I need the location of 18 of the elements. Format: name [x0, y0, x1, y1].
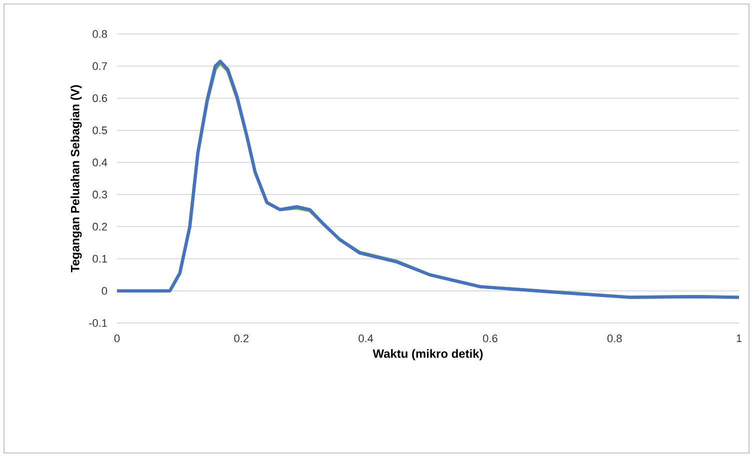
y-tick-label: 0.8: [92, 30, 108, 38]
y-tick-label: 0.5: [92, 126, 108, 134]
y-tick-label: 0.2: [92, 222, 107, 231]
y-axis-title: Tegangan Peluahan Sebagian (V): [70, 85, 82, 272]
y-tick-label: 0.4: [92, 158, 108, 166]
y-tick-label: 0.3: [92, 190, 108, 198]
x-tick-label: 0: [114, 334, 120, 342]
y-tick-label: 0.7: [92, 62, 107, 70]
x-tick-label: 0.2: [234, 334, 248, 342]
y-tick-label: 0.1: [92, 254, 107, 263]
x-tick-label: 1: [736, 334, 742, 342]
y-tick-label: 0.6: [92, 94, 108, 102]
x-tick-label: 0.6: [483, 334, 498, 342]
y-tick-label: 0: [102, 287, 108, 295]
x-tick-label: 0.8: [607, 334, 622, 342]
x-tick-label: 0.4: [358, 334, 374, 342]
y-tick-label: -0.1: [89, 319, 107, 327]
x-axis-title: Waktu (mikro detik): [372, 349, 483, 360]
